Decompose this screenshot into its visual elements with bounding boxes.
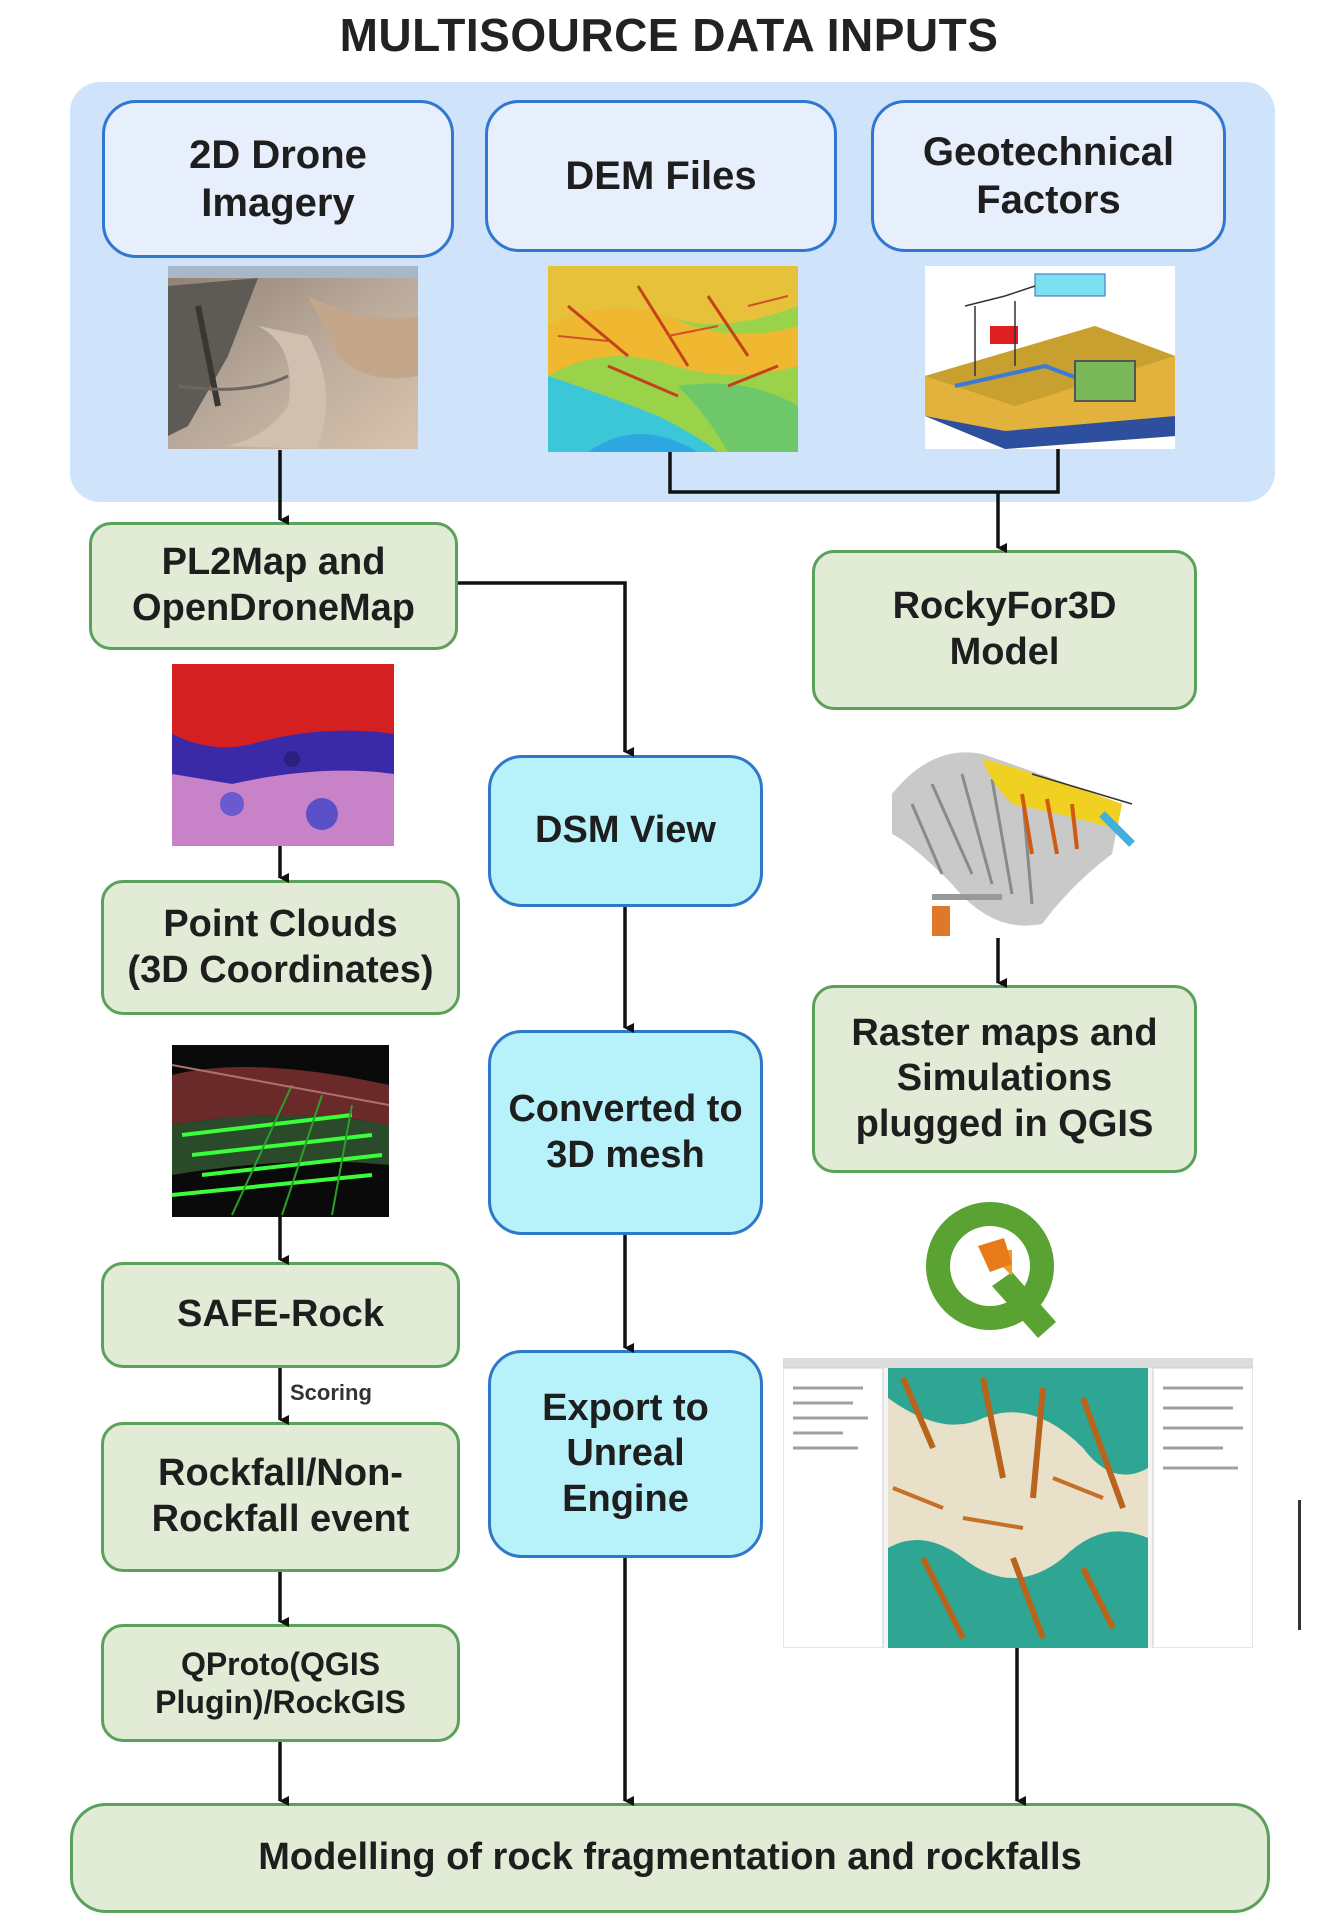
drone-photo-image	[168, 266, 418, 449]
point-cloud-image	[172, 1045, 389, 1217]
dem-map-image	[548, 266, 798, 452]
modelling-output-box: Modelling of rock fragmentation and rock…	[70, 1803, 1270, 1913]
qproto-rockgis-box: QProto(QGIS Plugin)/RockGIS	[101, 1624, 460, 1742]
geotechnical-factors-box: Geotechnical Factors	[871, 100, 1226, 252]
qgis-screenshot-image	[783, 1358, 1253, 1648]
dsm-view-box: DSM View	[488, 755, 763, 907]
qgis-logo-icon	[920, 1198, 1060, 1348]
dem-files-box: DEM Files	[485, 100, 837, 252]
colored-terrain-image	[172, 664, 394, 846]
rockyfor3d-model-box: RockyFor3D Model	[812, 550, 1197, 710]
converted-3d-mesh-box: Converted to 3D mesh	[488, 1030, 763, 1235]
scoring-label: Scoring	[290, 1380, 372, 1405]
pl2map-opendronemap-box: PL2Map and OpenDroneMap	[89, 522, 458, 650]
export-unreal-engine-box: Export to Unreal Engine	[488, 1350, 763, 1558]
rockfall-event-box: Rockfall/Non- Rockfall event	[101, 1422, 460, 1572]
vertical-divider	[1298, 1500, 1301, 1630]
point-clouds-box: Point Clouds (3D Coordinates)	[101, 880, 460, 1015]
safe-rock-box: SAFE-Rock	[101, 1262, 460, 1368]
drone-imagery-box: 2D Drone Imagery	[102, 100, 454, 258]
rockfall-simulation-image	[872, 734, 1137, 938]
geotechnical-diagram-image	[925, 266, 1175, 449]
diagram-title: MULTISOURCE DATA INPUTS	[339, 9, 999, 61]
raster-maps-box: Raster maps and Simulations plugged in Q…	[812, 985, 1197, 1173]
